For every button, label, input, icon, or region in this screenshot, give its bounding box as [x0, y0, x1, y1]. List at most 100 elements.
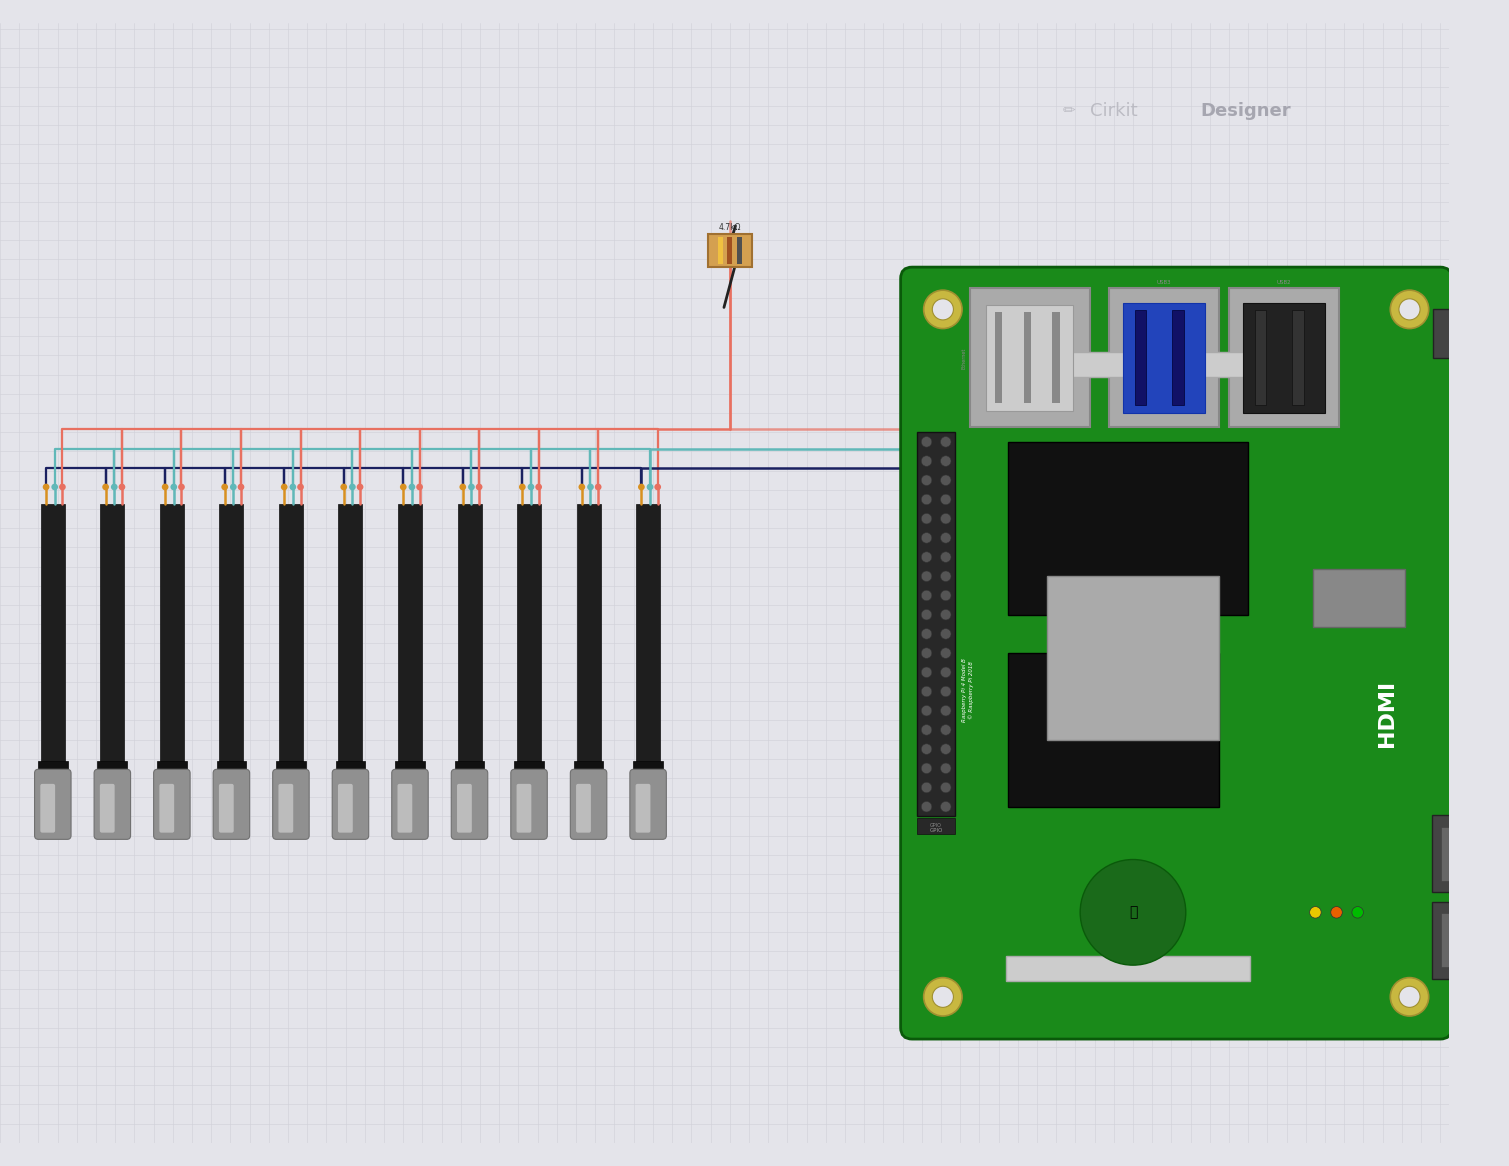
Text: 🍓: 🍓	[1129, 905, 1138, 919]
Bar	[1135, 310, 1147, 406]
Circle shape	[349, 484, 356, 491]
Circle shape	[400, 484, 406, 491]
FancyBboxPatch shape	[160, 784, 174, 833]
Text: HDMI: HDMI	[1378, 680, 1397, 746]
Circle shape	[940, 744, 951, 754]
Bar	[41, 504, 65, 773]
FancyBboxPatch shape	[570, 770, 607, 840]
FancyBboxPatch shape	[273, 770, 309, 840]
Circle shape	[922, 628, 933, 639]
Circle shape	[922, 475, 933, 485]
Circle shape	[940, 513, 951, 524]
Text: USB2: USB2	[1277, 280, 1292, 286]
Circle shape	[940, 494, 951, 505]
FancyBboxPatch shape	[917, 819, 955, 834]
Circle shape	[922, 552, 933, 562]
FancyBboxPatch shape	[1441, 913, 1477, 967]
Circle shape	[161, 484, 169, 491]
Text: USB3: USB3	[1157, 280, 1171, 286]
Bar	[1255, 310, 1266, 406]
Circle shape	[229, 484, 237, 491]
Bar	[395, 760, 426, 781]
Circle shape	[356, 484, 364, 491]
Circle shape	[178, 484, 184, 491]
Bar	[1052, 312, 1059, 403]
Bar	[160, 504, 184, 773]
FancyBboxPatch shape	[1064, 352, 1260, 377]
Text: Raspberry Pi 4 Model B
© Raspberry Pi 2018: Raspberry Pi 4 Model B © Raspberry Pi 20…	[963, 659, 973, 723]
Circle shape	[940, 724, 951, 736]
Circle shape	[940, 590, 951, 600]
Bar	[338, 504, 362, 773]
Bar	[736, 238, 742, 265]
Bar	[718, 238, 723, 265]
FancyBboxPatch shape	[1441, 827, 1477, 880]
Circle shape	[940, 610, 951, 620]
FancyBboxPatch shape	[338, 784, 353, 833]
FancyBboxPatch shape	[1432, 815, 1492, 892]
Circle shape	[922, 456, 933, 466]
Circle shape	[940, 571, 951, 582]
Circle shape	[940, 456, 951, 466]
Bar	[994, 312, 1002, 403]
Text: Ethernet: Ethernet	[961, 347, 967, 368]
FancyBboxPatch shape	[397, 784, 412, 833]
Circle shape	[281, 484, 288, 491]
Bar	[1172, 310, 1185, 406]
Bar	[457, 504, 481, 773]
Circle shape	[222, 484, 228, 491]
Bar	[573, 760, 604, 781]
Circle shape	[1310, 907, 1322, 918]
FancyBboxPatch shape	[708, 234, 751, 267]
Circle shape	[1399, 986, 1420, 1007]
FancyBboxPatch shape	[279, 784, 293, 833]
Circle shape	[922, 533, 933, 543]
Circle shape	[922, 744, 933, 754]
Circle shape	[595, 484, 602, 491]
Circle shape	[51, 484, 57, 491]
Bar	[1008, 653, 1219, 807]
FancyBboxPatch shape	[970, 288, 1089, 428]
FancyBboxPatch shape	[1228, 288, 1340, 428]
Circle shape	[922, 763, 933, 773]
Circle shape	[409, 484, 415, 491]
Circle shape	[922, 571, 933, 582]
Circle shape	[922, 687, 933, 697]
Circle shape	[416, 484, 423, 491]
Circle shape	[922, 705, 933, 716]
Circle shape	[1390, 290, 1429, 329]
FancyBboxPatch shape	[219, 784, 234, 833]
FancyBboxPatch shape	[392, 770, 429, 840]
Circle shape	[519, 484, 525, 491]
Circle shape	[119, 484, 125, 491]
Bar	[38, 760, 68, 781]
Circle shape	[1399, 298, 1420, 319]
Circle shape	[922, 590, 933, 600]
Circle shape	[536, 484, 542, 491]
Circle shape	[655, 484, 661, 491]
Bar	[279, 504, 303, 773]
Bar	[157, 760, 187, 781]
Circle shape	[468, 484, 475, 491]
Text: GPIO: GPIO	[930, 828, 943, 833]
FancyBboxPatch shape	[1313, 569, 1405, 627]
Circle shape	[922, 436, 933, 447]
Circle shape	[922, 494, 933, 505]
Circle shape	[933, 986, 954, 1007]
FancyBboxPatch shape	[213, 770, 249, 840]
Bar	[216, 760, 246, 781]
Text: GPIO: GPIO	[930, 823, 942, 828]
FancyBboxPatch shape	[100, 784, 115, 833]
Bar	[637, 504, 659, 773]
Bar	[219, 504, 243, 773]
Circle shape	[924, 977, 963, 1016]
Circle shape	[59, 484, 66, 491]
Circle shape	[103, 484, 109, 491]
FancyBboxPatch shape	[1007, 956, 1249, 982]
Circle shape	[1331, 907, 1343, 918]
Bar	[917, 433, 955, 816]
Bar	[1008, 442, 1248, 614]
Circle shape	[922, 801, 933, 812]
Circle shape	[940, 705, 951, 716]
Circle shape	[1080, 859, 1186, 965]
